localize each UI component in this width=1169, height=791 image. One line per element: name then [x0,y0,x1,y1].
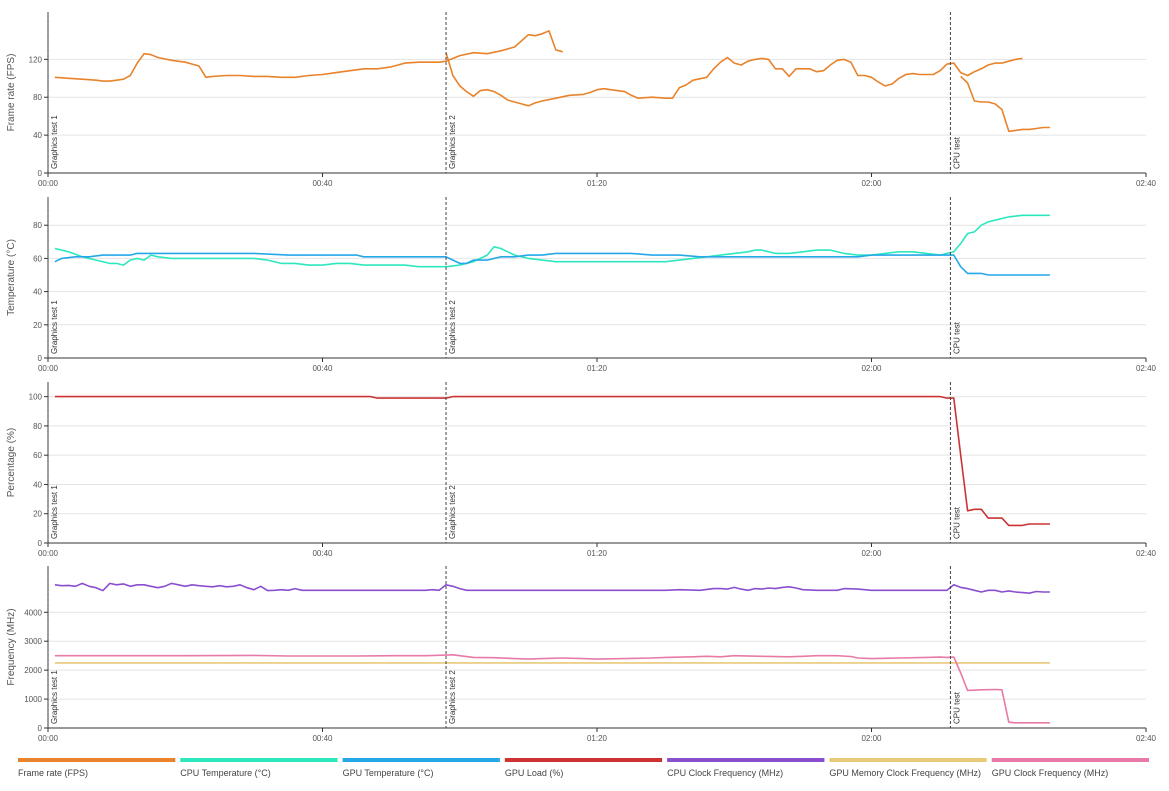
legend-label: GPU Load (%) [505,768,564,778]
legend-swatch [342,758,500,762]
y-tick-label: 60 [33,451,42,460]
legend-item: Frame rate (FPS) [18,758,176,778]
series-line [445,52,1023,107]
legend-label: GPU Memory Clock Frequency (MHz) [829,768,981,778]
y-axis-label: Frame rate (FPS) [6,54,17,132]
series-line [54,252,1050,276]
x-tick-label: 02:40 [1136,549,1157,558]
y-tick-label: 40 [33,131,42,140]
test-marker-label: CPU test [952,136,961,169]
x-tick-label: 00:40 [312,179,333,188]
y-tick-label: 4000 [24,608,42,617]
legend-label: GPU Temperature (°C) [343,768,434,778]
legend-item: GPU Memory Clock Frequency (MHz) [829,758,987,778]
y-tick-label: 3000 [24,637,42,646]
test-marker-label: CPU test [952,691,961,724]
y-tick-label: 120 [29,55,43,64]
test-marker-label: Graphics test 1 [50,670,59,724]
legend-swatch [504,758,663,762]
x-tick-label: 02:40 [1136,179,1157,188]
chart-legend: Frame rate (FPS) CPU Temperature (°C) GPU … [18,758,1149,778]
legend-item: CPU Clock Frequency (MHz) [667,758,825,778]
y-tick-label: 0 [38,169,43,178]
legend-label: CPU Temperature (°C) [180,768,270,778]
x-tick-label: 00:00 [38,179,59,188]
test-marker-label: Graphics test 1 [50,485,59,539]
legend-swatch [829,758,987,762]
x-tick-label: 01:20 [587,549,608,558]
x-tick-label: 02:40 [1136,734,1157,743]
y-tick-label: 0 [38,724,43,733]
x-tick-label: 02:00 [861,179,882,188]
chart-panels: 0 40 80 120 00:00 00:40 01:20 02:00 02:40 Frame r… [6,12,1157,743]
panel-4: 0 1000 2000 3000 4000 00:00 00:40 01:20 02:00 02:… [6,566,1157,743]
series-line [54,214,1050,268]
y-tick-label: 80 [33,221,42,230]
series-line [960,75,1050,133]
test-marker-label: CPU test [952,506,961,539]
x-tick-label: 00:40 [312,364,333,373]
y-tick-label: 20 [33,321,42,330]
legend-label: CPU Clock Frequency (MHz) [667,768,783,778]
test-marker-label: Graphics test 2 [448,300,457,354]
test-marker-label: Graphics test 2 [448,485,457,539]
series-line [54,654,1050,724]
legend-item: CPU Temperature (°C) [180,758,338,778]
y-tick-label: 60 [33,254,42,263]
legend-item: GPU Load (%) [504,758,663,778]
y-tick-label: 40 [33,480,42,489]
x-tick-label: 00:00 [38,734,59,743]
x-tick-label: 02:00 [861,734,882,743]
x-tick-label: 01:20 [587,179,608,188]
x-tick-label: 01:20 [587,734,608,743]
series-line [54,395,1050,527]
y-tick-label: 80 [33,422,42,431]
y-axis-label: Frequency (MHz) [6,608,17,685]
series-line [54,582,1050,594]
y-axis-label: Percentage (%) [6,428,17,497]
legend-item: GPU Clock Frequency (MHz) [991,758,1149,778]
y-tick-label: 1000 [24,695,42,704]
legend-label: GPU Clock Frequency (MHz) [992,768,1109,778]
test-marker-label: CPU test [952,321,961,354]
x-tick-label: 02:00 [861,364,882,373]
test-marker-label: Graphics test 2 [448,115,457,169]
panel-2: 0 20 40 60 80 00:00 00:40 01:20 02:00 02:40 Temper… [6,197,1157,373]
y-tick-label: 40 [33,288,42,297]
x-tick-label: 00:40 [312,549,333,558]
series-line [54,30,563,82]
y-tick-label: 80 [33,93,42,102]
legend-swatch [180,758,338,762]
legend-swatch [991,758,1149,762]
test-marker-label: Graphics test 1 [50,300,59,354]
x-tick-label: 00:40 [312,734,333,743]
y-tick-label: 100 [29,393,43,402]
x-tick-label: 01:20 [587,364,608,373]
x-tick-label: 02:00 [861,549,882,558]
test-marker-label: Graphics test 1 [50,115,59,169]
x-tick-label: 00:00 [38,549,59,558]
y-tick-label: 20 [33,510,42,519]
y-tick-label: 2000 [24,666,42,675]
legend-item: GPU Temperature (°C) [342,758,500,778]
legend-label: Frame rate (FPS) [18,768,88,778]
test-marker-label: Graphics test 2 [448,670,457,724]
panel-3: 0 20 40 60 80 100 00:00 00:40 01:20 02:00 02:40 Per… [6,382,1157,558]
x-tick-label: 02:40 [1136,364,1157,373]
y-tick-label: 0 [38,539,43,548]
legend-swatch [667,758,825,762]
y-axis-label: Temperature (°C) [6,239,17,316]
y-tick-label: 0 [38,354,43,363]
panel-1: 0 40 80 120 00:00 00:40 01:20 02:00 02:40 Frame r… [6,12,1157,188]
legend-swatch [18,758,176,762]
x-tick-label: 00:00 [38,364,59,373]
